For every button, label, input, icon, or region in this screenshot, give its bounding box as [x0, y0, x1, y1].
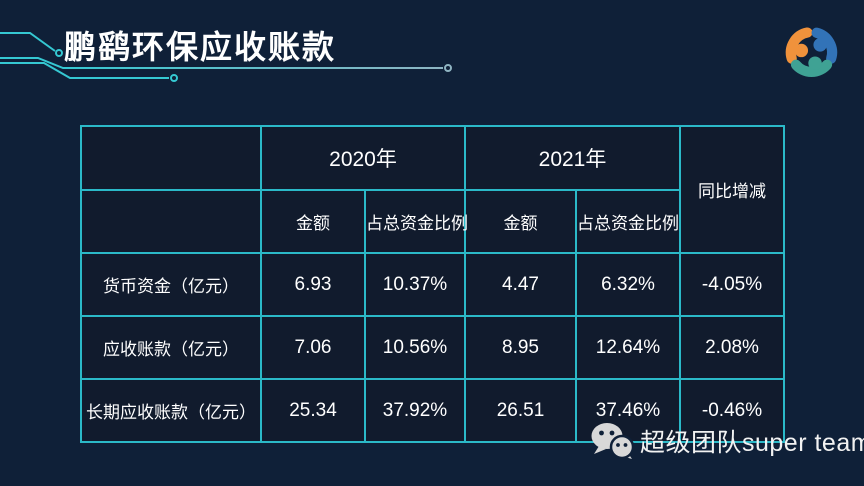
- table-corner-cell: [80, 125, 262, 191]
- cell-value: 12.64%: [575, 315, 681, 380]
- page-title: 鹏鹞环保应收账款: [64, 29, 337, 65]
- cell-value: -0.46%: [679, 378, 785, 443]
- cell-value: 10.56%: [364, 315, 466, 380]
- ratio-header-2021: 占总资金比例: [575, 189, 681, 254]
- amount-header-2020: 金额: [260, 189, 366, 254]
- table-row: 应收账款（亿元） 7.06 10.56% 8.95 12.64% 2.08%: [80, 315, 785, 380]
- row-label-long-term-receivables: 长期应收账款（亿元）: [80, 378, 262, 443]
- wechat-icon: [591, 423, 634, 460]
- team-name-label: 超级团队super team: [640, 429, 864, 457]
- cell-value: 8.95: [464, 315, 577, 380]
- cell-value: 2.08%: [679, 315, 785, 380]
- cell-value: 26.51: [464, 378, 577, 443]
- table-corner-cell: [80, 189, 262, 254]
- team-circle-logo-icon: [785, 27, 838, 78]
- cell-value: 4.47: [464, 252, 577, 317]
- year-header-2021: 2021年: [464, 125, 681, 191]
- cell-value: 37.92%: [364, 378, 466, 443]
- cell-value: 10.37%: [364, 252, 466, 317]
- row-label-monetary-funds: 货币资金（亿元）: [80, 252, 262, 317]
- table-row: 货币资金（亿元） 6.93 10.37% 4.47 6.32% -4.05%: [80, 252, 785, 317]
- financial-table: 2020年 2021年 同比增减 金额 占总资金比例 金额 占总资金比例 货币资…: [80, 125, 785, 443]
- table-row: 长期应收账款（亿元） 25.34 37.92% 26.51 37.46% -0.…: [80, 378, 785, 443]
- yoy-change-header: 同比增减: [679, 125, 785, 254]
- cell-value: 6.93: [260, 252, 366, 317]
- circuit-lines-decoration: [0, 32, 452, 82]
- amount-header-2021: 金额: [464, 189, 577, 254]
- year-header-2020: 2020年: [260, 125, 466, 191]
- row-label-accounts-receivable: 应收账款（亿元）: [80, 315, 262, 380]
- watermark-footer: 超级团队super team: [590, 422, 864, 460]
- cell-value: 6.32%: [575, 252, 681, 317]
- cell-value: 7.06: [260, 315, 366, 380]
- cell-value: -4.05%: [679, 252, 785, 317]
- cell-value: 25.34: [260, 378, 366, 443]
- ratio-header-2020: 占总资金比例: [364, 189, 468, 254]
